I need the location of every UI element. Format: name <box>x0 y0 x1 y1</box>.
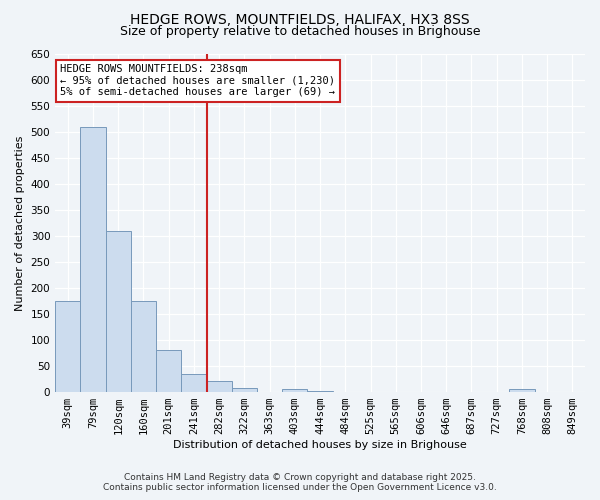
Text: Contains HM Land Registry data © Crown copyright and database right 2025.
Contai: Contains HM Land Registry data © Crown c… <box>103 473 497 492</box>
Bar <box>206 380 232 392</box>
Bar <box>307 391 332 392</box>
Text: HEDGE ROWS, MOUNTFIELDS, HALIFAX, HX3 8SS: HEDGE ROWS, MOUNTFIELDS, HALIFAX, HX3 8S… <box>130 12 470 26</box>
Text: HEDGE ROWS MOUNTFIELDS: 238sqm
← 95% of detached houses are smaller (1,230)
5% o: HEDGE ROWS MOUNTFIELDS: 238sqm ← 95% of … <box>61 64 335 98</box>
X-axis label: Distribution of detached houses by size in Brighouse: Distribution of detached houses by size … <box>173 440 467 450</box>
Bar <box>55 301 80 392</box>
Text: Size of property relative to detached houses in Brighouse: Size of property relative to detached ho… <box>120 25 480 38</box>
Bar <box>106 231 131 392</box>
Y-axis label: Number of detached properties: Number of detached properties <box>15 136 25 310</box>
Bar <box>232 388 257 392</box>
Bar <box>181 374 206 392</box>
Bar <box>156 350 181 392</box>
Bar <box>131 301 156 392</box>
Bar <box>282 390 307 392</box>
Bar <box>80 127 106 392</box>
Bar <box>509 390 535 392</box>
